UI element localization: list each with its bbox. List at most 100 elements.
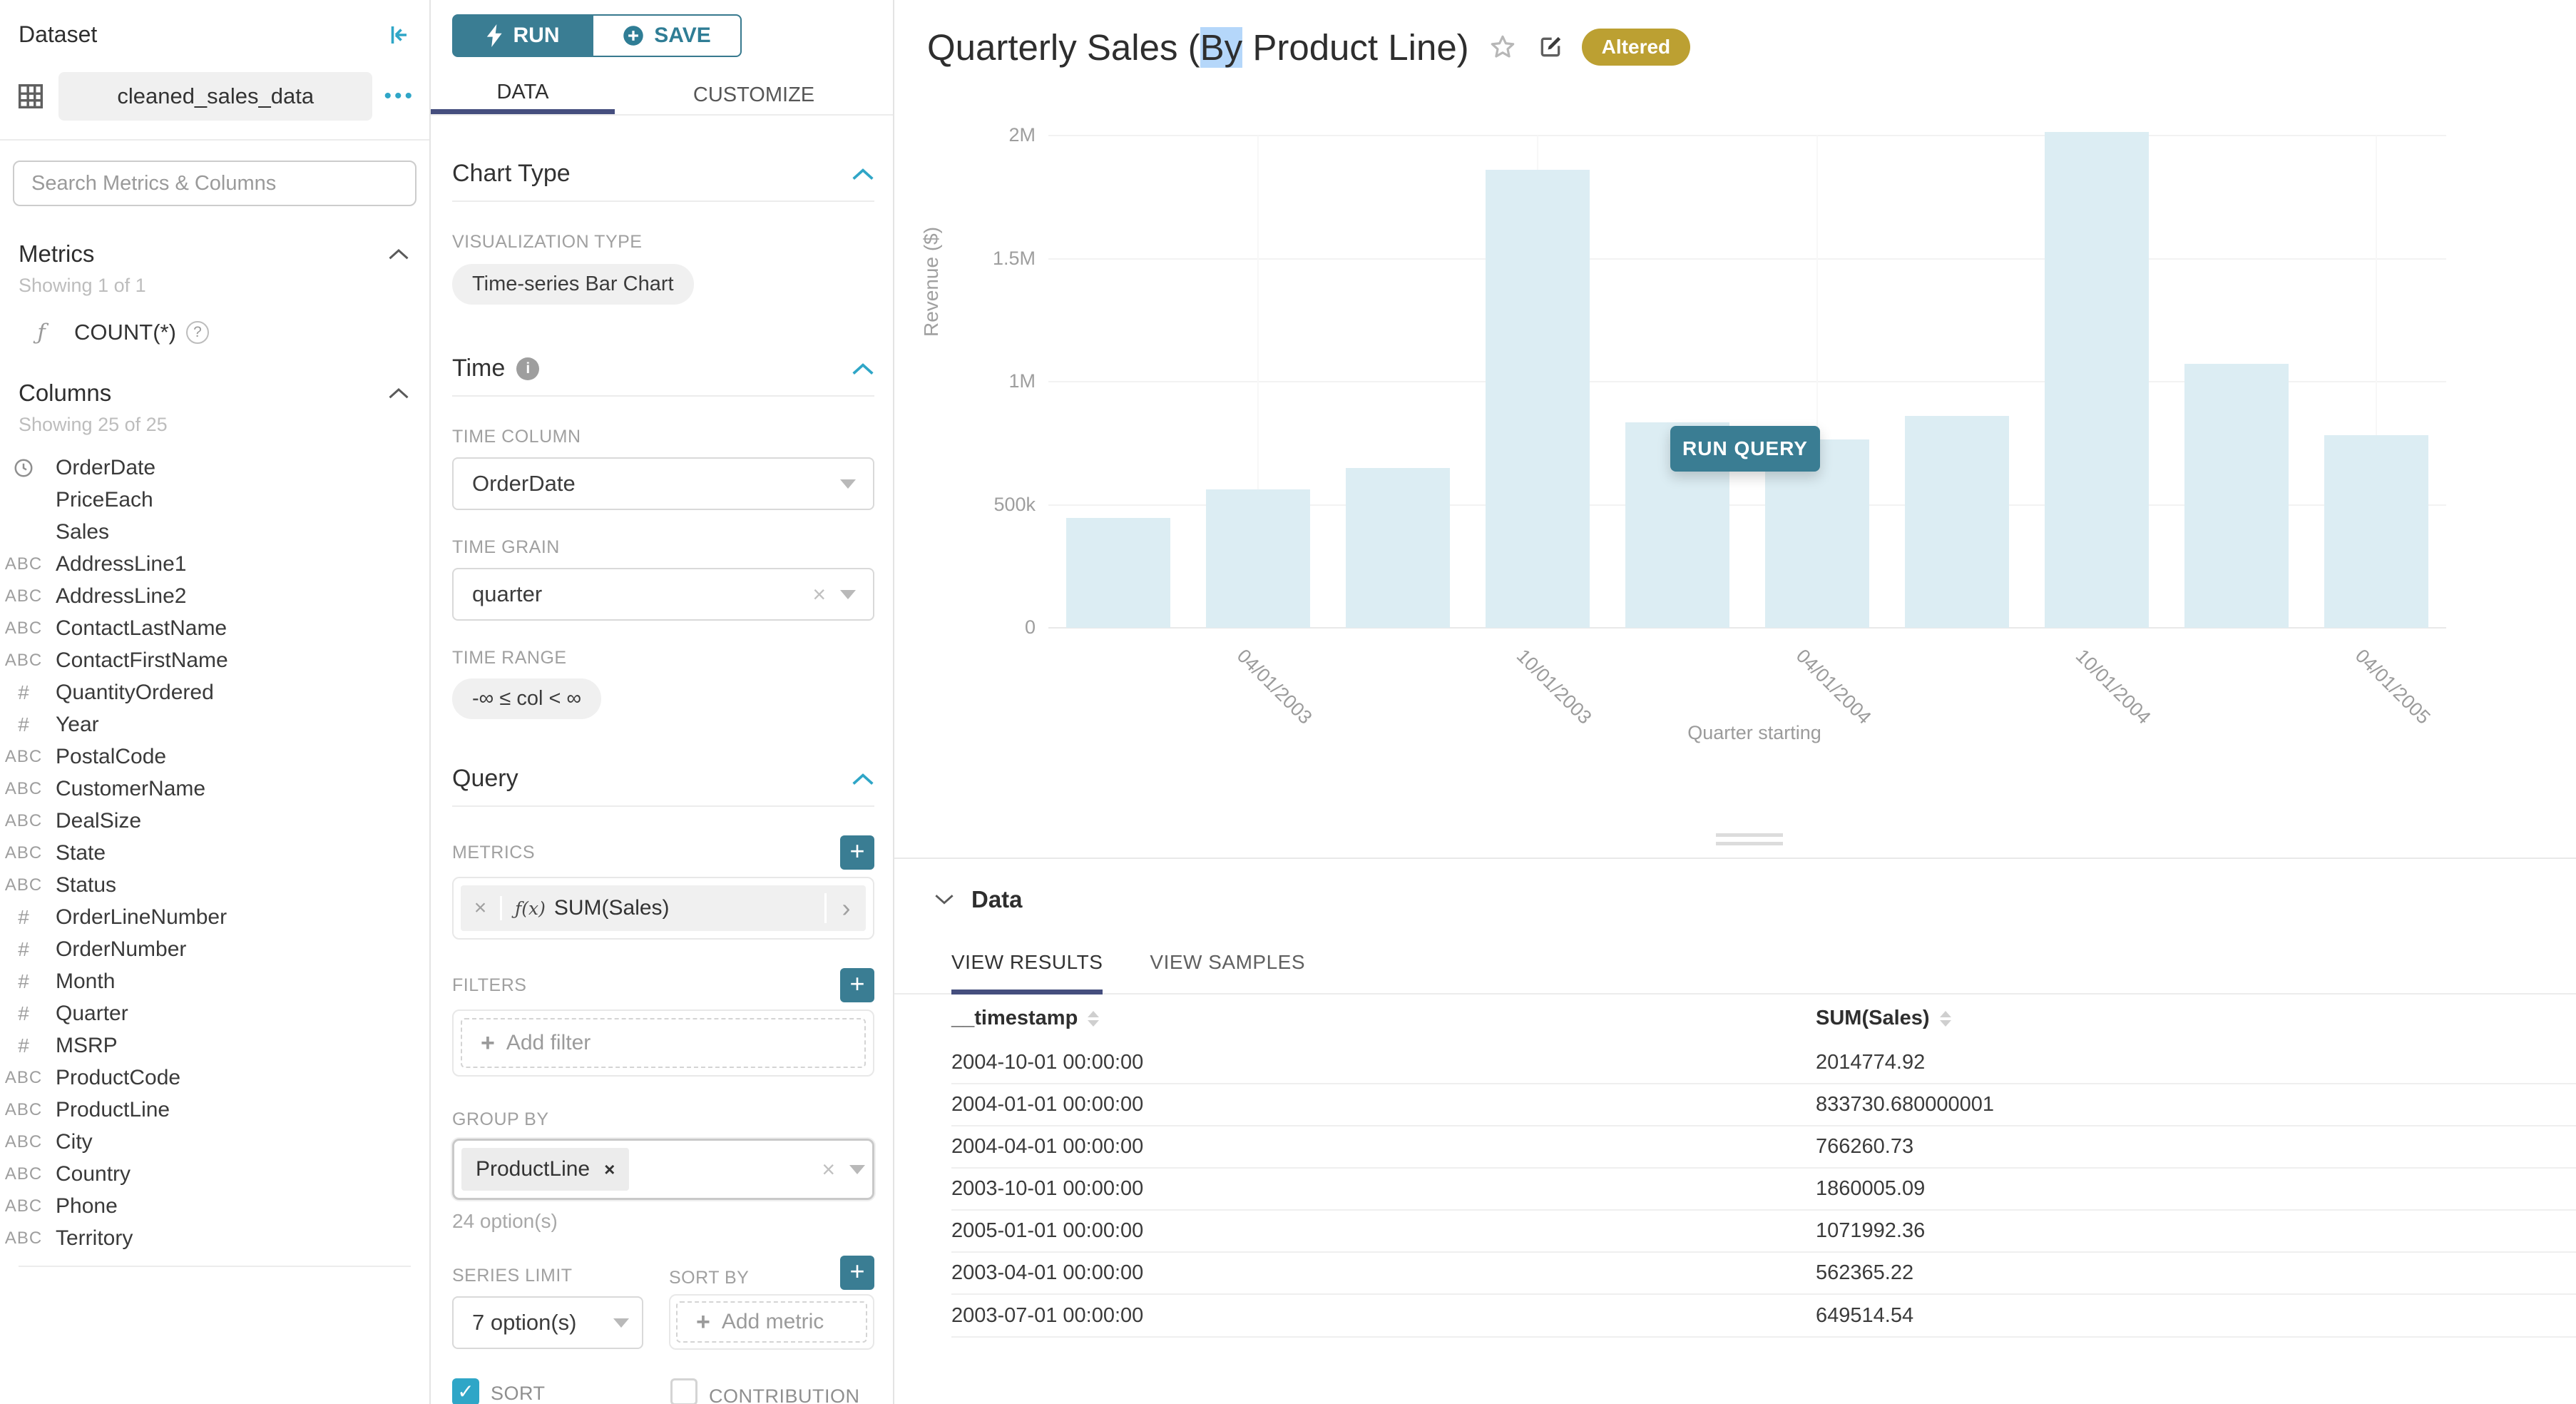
chevron-up-icon[interactable] [388,386,409,400]
sort-descending-label: SORT DESCENDING [491,1383,546,1404]
dataset-table-icon [14,80,47,113]
sidebar-search[interactable] [13,161,416,206]
contribution-checkbox[interactable] [670,1378,697,1404]
altered-badge[interactable]: Altered [1581,29,1691,66]
bar-mark [2184,364,2289,628]
metric-item[interactable]: ƒ COUNT(*) ? [0,320,429,345]
panel-resize-handle[interactable] [1716,833,1783,850]
column-item[interactable]: ABC Status [0,869,429,901]
collapse-panel-icon[interactable] [385,22,411,48]
column-label: Status [56,873,117,897]
add-sort-metric-dropzone[interactable]: + Add metric [676,1301,867,1343]
column-label: ProductLine [56,1097,170,1121]
time-section-title: Time [452,355,506,382]
remove-metric-icon[interactable]: × [461,896,502,920]
chevron-up-icon[interactable] [388,247,409,261]
group-by-chip[interactable]: ProductLine × [461,1148,630,1191]
bar-mark [1066,518,1170,628]
time-column-label: TIME COLUMN [452,427,581,447]
run-query-button[interactable]: RUN QUERY [1670,426,1820,472]
numeric-type-icon: # [18,1034,29,1057]
column-item[interactable]: # Quarter [0,997,429,1029]
chevron-up-icon[interactable] [852,362,874,376]
column-item[interactable]: ABC AddressLine2 [0,580,429,612]
column-label: ContactFirstName [56,648,228,672]
add-filter-button[interactable]: + [840,968,874,1002]
column-item[interactable]: ABC ContactLastName [0,612,429,644]
add-metric-button[interactable]: + [840,835,874,870]
column-item[interactable]: ABC Phone [0,1190,429,1222]
time-type-icon [0,457,47,479]
chevron-right-icon[interactable]: › [824,893,866,923]
y-gridline [1048,381,2446,382]
add-sort-metric-button[interactable]: + [840,1256,874,1290]
time-range-label: TIME RANGE [452,648,567,668]
remove-chip-icon[interactable]: × [604,1158,615,1180]
y-tick-label: 500k [993,493,1036,515]
column-item[interactable]: ABC ProductCode [0,1062,429,1094]
chart-title[interactable]: Quarterly Sales (By Product Line) [927,26,1469,68]
text-type-icon: ABC [4,1131,43,1151]
column-item[interactable]: # MSRP [0,1029,429,1062]
save-button[interactable]: SAVE [593,14,742,57]
add-filter-dropzone[interactable]: + Add filter [461,1018,866,1068]
dataset-more-menu[interactable]: ••• [384,84,415,108]
tab-view-samples[interactable]: VIEW SAMPLES [1150,951,1306,973]
time-grain-select[interactable]: quarter × [452,568,874,621]
text-type-icon: ABC [4,1099,43,1119]
column-header-timestamp[interactable]: __timestamp [951,994,1816,1042]
column-item[interactable]: ABC Territory [0,1222,429,1254]
text-type-icon: ABC [4,554,43,574]
time-range-value[interactable]: -∞ ≤ col < ∞ [452,678,602,719]
column-item[interactable]: # OrderNumber [0,933,429,965]
columns-showing-count: Showing 25 of 25 [19,414,168,435]
chevron-up-icon[interactable] [852,772,874,786]
column-header-sum-sales[interactable]: SUM(Sales) [1816,994,2576,1042]
column-item[interactable]: # QuantityOrdered [0,676,429,708]
visualization-type-value[interactable]: Time-series Bar Chart [452,264,694,305]
column-item[interactable]: ABC ProductLine [0,1094,429,1126]
column-item[interactable]: ABC ContactFirstName [0,644,429,676]
y-axis-title: Revenue ($) [920,226,942,337]
clear-icon[interactable]: × [822,1156,835,1182]
clear-icon[interactable]: × [812,581,826,607]
tab-customize[interactable]: CUSTOMIZE [692,83,815,106]
tab-view-results[interactable]: VIEW RESULTS [951,951,1103,994]
text-type-icon: ABC [4,746,43,766]
column-item[interactable]: ABC Country [0,1158,429,1190]
column-item[interactable]: ABC CustomerName [0,773,429,805]
chevron-up-icon[interactable] [852,167,874,181]
column-item[interactable]: # Month [0,965,429,997]
search-metrics-columns-input[interactable] [31,171,415,195]
column-item[interactable]: ABC State [0,837,429,869]
series-limit-select[interactable]: 7 option(s) [452,1296,643,1349]
column-item[interactable]: OrderDate [0,452,429,484]
column-item[interactable]: # OrderLineNumber [0,901,429,933]
sort-descending-checkbox[interactable]: ✓ [452,1378,479,1404]
run-button[interactable]: RUN [452,14,593,57]
column-item[interactable]: ABC PostalCode [0,741,429,773]
chevron-down-icon [935,895,954,905]
column-label: ContactLastName [56,616,228,640]
favorite-star-icon[interactable] [1488,32,1518,62]
column-item[interactable]: Sales [0,516,429,548]
group-by-label: GROUP BY [452,1109,549,1129]
column-item[interactable]: ABC DealSize [0,805,429,837]
column-item[interactable]: ABC AddressLine1 [0,548,429,580]
data-panel-toggle[interactable]: Data [894,886,2576,913]
plus-icon: + [481,1029,495,1057]
group-by-select[interactable]: ProductLine × × [452,1139,874,1200]
column-item[interactable]: PriceEach [0,484,429,516]
edit-title-icon[interactable] [1536,33,1565,61]
column-item[interactable]: # Year [0,708,429,741]
bar-mark [1346,468,1450,628]
dataset-name[interactable]: cleaned_sales_data [58,72,373,121]
text-type-icon: ABC [4,810,43,830]
metric-chip[interactable]: × ƒ(x) SUM(Sales) › [461,885,866,931]
time-column-select[interactable]: OrderDate [452,457,874,510]
time-grain-label: TIME GRAIN [452,537,560,557]
column-item[interactable]: ABC City [0,1126,429,1158]
tab-data[interactable]: DATA [431,76,615,114]
text-type-icon: ABC [4,618,43,638]
sort-icon [1939,1010,1951,1027]
